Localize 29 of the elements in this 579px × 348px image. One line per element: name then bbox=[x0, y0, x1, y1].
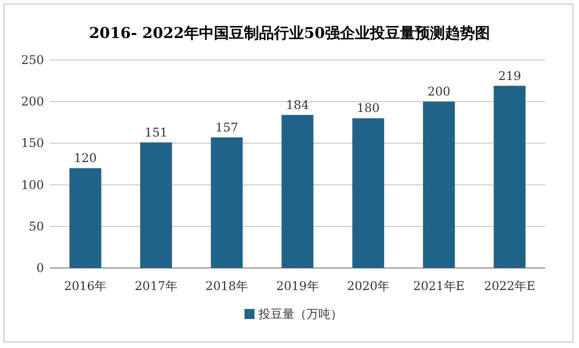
data-label: 120 bbox=[74, 151, 97, 166]
y-tick-label: 0 bbox=[36, 261, 44, 275]
bar bbox=[69, 168, 102, 268]
y-tick-label: 150 bbox=[21, 136, 44, 150]
x-tick-label: 2018年 bbox=[206, 279, 248, 293]
bar bbox=[423, 102, 455, 268]
y-tick-label: 50 bbox=[28, 219, 44, 234]
data-label: 200 bbox=[427, 84, 450, 99]
x-tick-label: 2017年 bbox=[134, 279, 178, 293]
y-tick-label: 200 bbox=[21, 94, 44, 109]
y-tick-label: 250 bbox=[21, 53, 44, 67]
data-label: 180 bbox=[356, 101, 380, 116]
x-tick-label: 2021年E bbox=[413, 279, 465, 293]
x-tick-label: 2020年 bbox=[346, 279, 390, 293]
bar bbox=[352, 118, 384, 268]
data-label: 184 bbox=[286, 98, 310, 112]
legend-label: 投豆量（万吨） bbox=[258, 307, 342, 321]
y-tick-label: 100 bbox=[21, 178, 44, 192]
x-tick-label: 2016年 bbox=[64, 279, 107, 293]
data-label: 219 bbox=[498, 68, 522, 83]
data-label: 157 bbox=[215, 120, 238, 134]
bar bbox=[140, 142, 172, 268]
bar bbox=[282, 114, 314, 268]
bar bbox=[494, 86, 526, 268]
data-label: 151 bbox=[144, 125, 168, 140]
x-tick-label: 2019年 bbox=[276, 279, 319, 293]
chart-title: 2016- 2022年中国豆制品行业50强企业投豆量预测趋势图 bbox=[89, 24, 490, 42]
bar bbox=[210, 137, 243, 268]
x-tick-label: 2022年E bbox=[484, 279, 536, 293]
